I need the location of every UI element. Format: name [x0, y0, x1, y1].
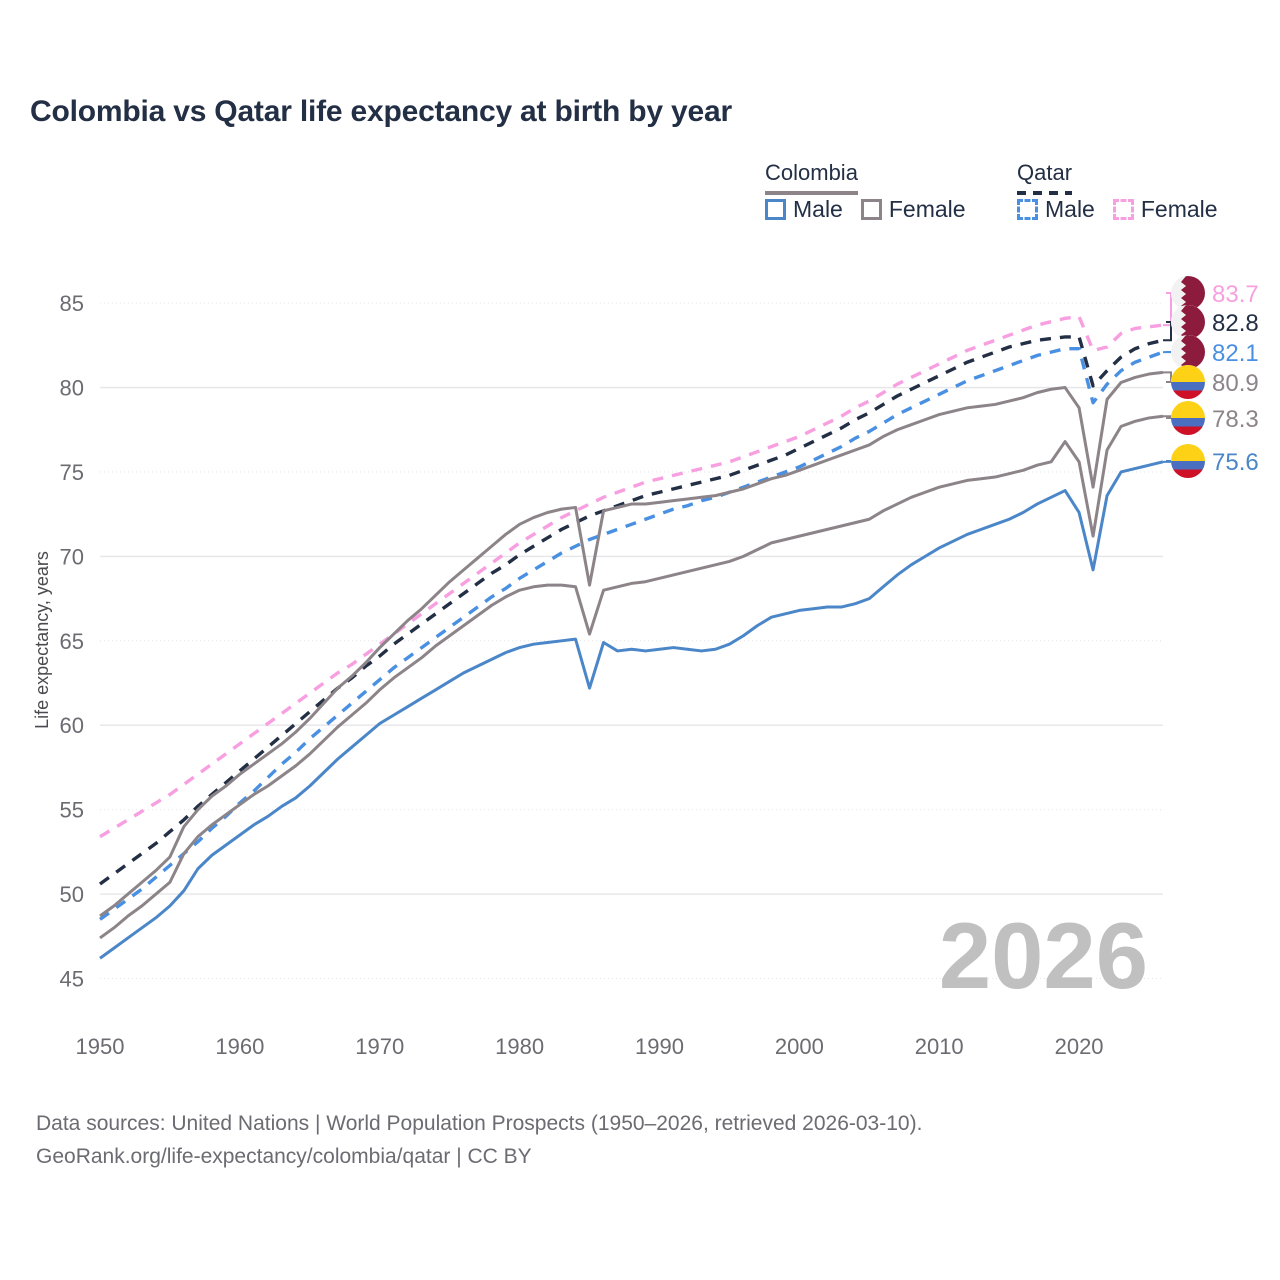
y-tick-label: 70: [60, 544, 84, 569]
legend-label-qatar-male: Male: [1045, 196, 1095, 222]
end-label-flag: [1171, 401, 1205, 435]
page-title: Colombia vs Qatar life expectancy at bir…: [30, 95, 732, 128]
x-tick-label: 2010: [915, 1034, 964, 1059]
legend-swatch-colombia-female: [860, 199, 882, 220]
end-label-leader: [1163, 321, 1172, 342]
legend-label-qatar-female: Female: [1140, 196, 1218, 222]
legend-label-colombia-male: Male: [793, 196, 843, 222]
end-label-leader: [1163, 415, 1172, 419]
legend-country-colombia: Colombia: [765, 160, 858, 185]
legend-swatch-qatar-male: [1017, 199, 1038, 220]
series-line: [99, 347, 1164, 921]
y-tick-label: 85: [60, 291, 84, 316]
line-chart: 2026 45 50 55 60 65 70 75 80 85 1950 1960 1970 1980…: [32, 276, 1259, 1059]
end-label-value: 78.3: [1212, 406, 1259, 433]
x-tick-label: 1990: [635, 1034, 684, 1059]
chart-watermark: 2026: [939, 903, 1148, 1008]
legend-swatch-qatar-female: [1112, 199, 1134, 220]
end-label-value: 82.8: [1212, 310, 1259, 337]
legend-group-colombia: Colombia Male Female: [765, 160, 966, 222]
y-tick-label: 45: [60, 966, 84, 991]
chart-gridlines: [100, 302, 1163, 980]
y-tick-label: 60: [60, 713, 84, 738]
end-label-value: 75.6: [1212, 449, 1259, 476]
y-tick-label: 80: [60, 376, 84, 401]
end-label-flag: [1171, 335, 1205, 369]
y-axis-title: Life expectancy, years: [32, 551, 52, 729]
series-line: [99, 335, 1164, 886]
legend-country-qatar: Qatar: [1017, 160, 1073, 185]
series-line: [99, 460, 1164, 960]
end-label-flag: [1171, 276, 1205, 310]
chart-legend: Colombia Male Female Qatar: [760, 160, 1260, 242]
x-tick-label: 2000: [775, 1034, 824, 1059]
series-line: [99, 314, 1164, 839]
end-label-leader: [1163, 460, 1172, 463]
series-line: [99, 414, 1164, 940]
legend-swatch-colombia-male: [765, 199, 786, 220]
chart-footer: Data sources: United Nations | World Pop…: [36, 1108, 922, 1173]
chart-yaxis: 45 50 55 60 65 70 75 80 85: [60, 291, 84, 991]
legend-item-qatar-female[interactable]: Female: [1112, 196, 1218, 223]
end-label-leader: [1163, 371, 1172, 383]
y-tick-label: 55: [60, 798, 84, 823]
end-label-flag: [1171, 365, 1205, 399]
series-line: [99, 370, 1164, 918]
legend-rule-colombia: [765, 191, 858, 195]
x-tick-label: 1980: [495, 1034, 544, 1059]
watermark-year: 2026: [939, 903, 1148, 1008]
end-label-value: 80.9: [1212, 370, 1259, 397]
chart-series: [99, 314, 1164, 960]
end-label-value: 82.1: [1212, 340, 1259, 367]
legend-item-qatar-male[interactable]: Male: [1017, 196, 1095, 223]
y-tick-label: 50: [60, 882, 84, 907]
legend-item-colombia-female[interactable]: Female: [860, 196, 966, 223]
legend-label-colombia-female: Female: [888, 196, 966, 222]
x-tick-label: 1950: [76, 1034, 125, 1059]
footer-sources: Data sources: United Nations | World Pop…: [36, 1112, 923, 1135]
end-label-flag: [1171, 444, 1205, 478]
end-label-value: 83.7: [1212, 281, 1259, 308]
x-tick-label: 1970: [355, 1034, 404, 1059]
footer-url: GeoRank.org/life-expectancy/colombia/qat…: [36, 1144, 532, 1168]
end-label-leader: [1163, 292, 1172, 327]
chart-xaxis: 1950 1960 1970 1980 1990 2000 2010 2020: [76, 1034, 1104, 1059]
x-tick-label: 2020: [1055, 1034, 1104, 1059]
legend-rule-qatar: [1017, 191, 1073, 195]
x-tick-label: 1960: [215, 1034, 264, 1059]
legend-group-qatar: Qatar Male Female: [1017, 160, 1218, 222]
end-label-flag: [1171, 305, 1205, 339]
legend-item-colombia-male[interactable]: Male: [765, 196, 843, 223]
chart-end-labels: 83.782.8 82.1 80.9 78.3 75.6: [1163, 276, 1259, 478]
y-tick-label: 75: [60, 460, 84, 485]
y-tick-label: 65: [60, 629, 84, 654]
